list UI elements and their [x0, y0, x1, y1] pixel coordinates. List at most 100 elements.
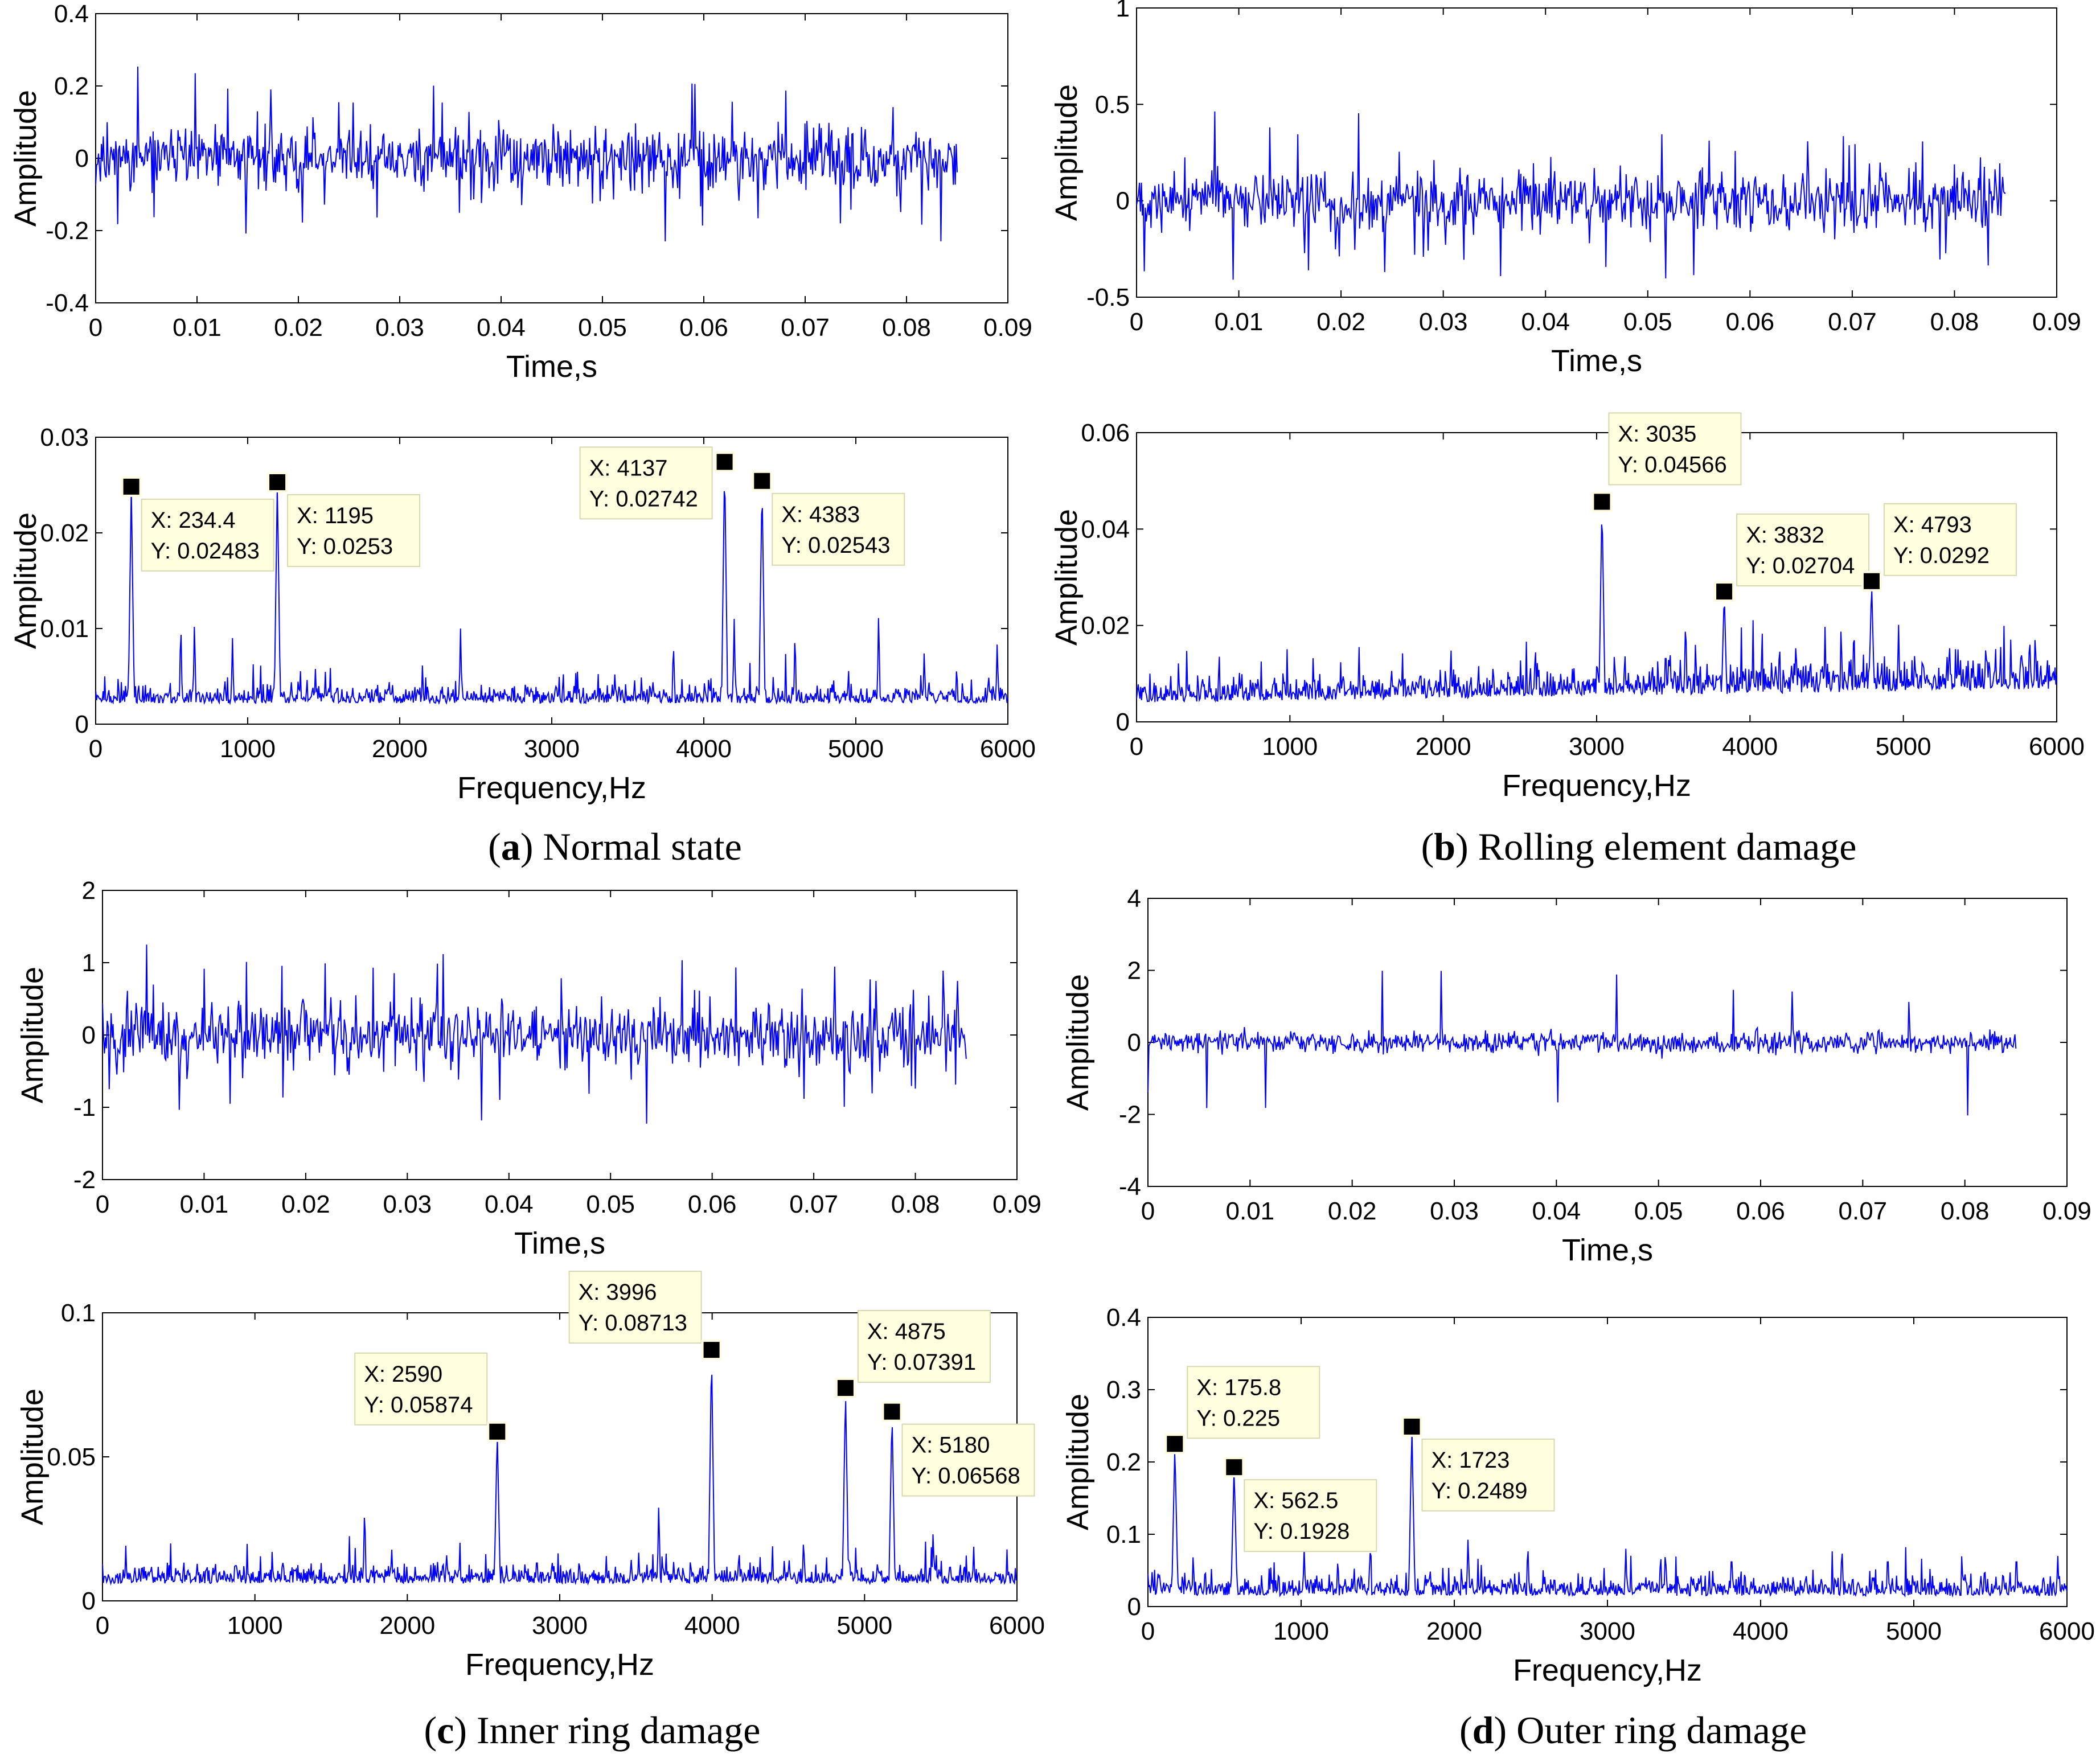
b-freq-xtick-label: 1000	[1262, 733, 1318, 761]
c-freq-datatip[interactable]: X: 3996 Y: 0.08713	[568, 1271, 722, 1361]
caption-text: Rolling element damage	[1478, 825, 1857, 868]
d-time-signal-trace	[1147, 971, 2017, 1116]
datatip-marker[interactable]	[1224, 1457, 1245, 1478]
datatip-marker[interactable]	[752, 470, 773, 491]
b-time-ytick-label: -0.5	[1086, 284, 1130, 311]
a-freq-datatip[interactable]: X: 4383 Y: 0.02543	[752, 470, 905, 566]
datatip-x: X: 175.8	[1196, 1375, 1281, 1400]
b-time-ytick-label: 1	[1116, 0, 1130, 22]
d-time-ytick-label: -2	[1119, 1101, 1141, 1129]
b-time-xtick-label: 0	[1130, 308, 1143, 336]
a-freq-ylabel: Amplitude	[9, 512, 43, 649]
b-freq-spectrum-trace	[1136, 524, 2057, 703]
datatip-box	[857, 1310, 991, 1383]
a-freq-datatip[interactable]: X: 234.4 Y: 0.02483	[121, 476, 274, 572]
caption-letter: c	[437, 1708, 454, 1752]
d-time-ylabel: Amplitude	[1061, 974, 1095, 1111]
c-freq-xlabel: Frequency,Hz	[465, 1648, 654, 1682]
b-freq-ytick-label: 0.02	[1081, 612, 1130, 640]
b-freq-xtick-label: 2000	[1416, 733, 1471, 761]
datatip-marker[interactable]	[881, 1401, 903, 1422]
datatip-y: Y: 0.2489	[1431, 1478, 1527, 1504]
datatip-y: Y: 0.02483	[151, 539, 260, 564]
d-time-xtick-label: 0	[1141, 1197, 1155, 1225]
datatip-marker[interactable]	[1401, 1416, 1422, 1437]
c-freq-datatip[interactable]: X: 5180 Y: 0.06568	[881, 1401, 1035, 1497]
datatip-box	[1421, 1438, 1555, 1511]
datatip-box	[1883, 503, 2017, 576]
panel-d: 0 0.01 0.02 0.03 0.04 0.05 0.06 0.07 0.08 0.09 -4 -…	[1061, 885, 2095, 1752]
b-freq-datatip[interactable]: X: 3035 Y: 0.04566	[1592, 412, 1742, 512]
d-freq-ytick-label: 0.3	[1106, 1376, 1141, 1404]
d-time-ytick-label: 0	[1127, 1029, 1141, 1057]
b-freq-datatip[interactable]: X: 4793 Y: 0.0292	[1861, 503, 2017, 592]
datatip-y: Y: 0.0253	[297, 534, 393, 559]
b-freq-ylabel: Amplitude	[1049, 509, 1084, 646]
b-freq-datatip[interactable]: X: 3832 Y: 0.02704	[1714, 514, 1870, 602]
d-time-xtick-label: 0.07	[1839, 1197, 1888, 1225]
c-time-ytick-label: -1	[73, 1094, 96, 1122]
c-freq-datatip[interactable]: X: 4875 Y: 0.07391	[835, 1310, 991, 1399]
b-time-xtick-label: 0.02	[1316, 308, 1365, 336]
datatip-marker[interactable]	[121, 476, 142, 497]
a-freq-spectrum-trace	[95, 487, 1008, 705]
datatip-x: X: 562.5	[1253, 1488, 1338, 1513]
datatip-marker[interactable]	[1164, 1433, 1186, 1455]
c-time-axes-frame	[102, 890, 1018, 1180]
c-freq-xtick-label: 6000	[989, 1612, 1045, 1640]
d-freq-datatip[interactable]: X: 562.5 Y: 0.1928	[1224, 1457, 1377, 1552]
d-freq-datatip[interactable]: X: 1723 Y: 0.2489	[1401, 1416, 1555, 1511]
time-domain-plot-b: 0 0.01 0.02 0.03 0.04 0.05 0.06 0.07 0.08 0.09 -0.…	[1049, 0, 2081, 378]
c-freq-ytick-label: 0.1	[61, 1299, 96, 1327]
datatip-x: X: 5180	[912, 1433, 990, 1458]
caption-paren: )	[1494, 1708, 1517, 1752]
d-time-xtick-label: 0.04	[1532, 1197, 1581, 1225]
caption-letter: a	[501, 825, 520, 868]
d-freq-xtick-label: 2000	[1426, 1617, 1482, 1645]
caption-paren: )	[1455, 825, 1478, 868]
c-time-ytick-label: 0	[82, 1021, 96, 1049]
caption-paren: (	[488, 825, 501, 868]
datatip-marker[interactable]	[267, 471, 288, 492]
datatip-x: X: 4875	[867, 1319, 946, 1344]
datatip-marker[interactable]	[714, 451, 735, 473]
a-time-xtick-label: 0	[89, 314, 102, 342]
time-domain-plot-a: 0 0.01 0.02 0.03 0.04 0.05 0.06 0.07 0.08 0.09 -0.…	[9, 0, 1032, 384]
caption-text: Normal state	[543, 825, 741, 868]
frequency-spectrum-plot-b: 0 1000 2000 3000 4000 5000 6000 0 0.02 0.04 0.06 Fr…	[1049, 412, 2085, 803]
datatip-box	[1608, 412, 1742, 486]
a-time-xlabel: Time,s	[506, 350, 597, 384]
c-time-xtick-label: 0.07	[789, 1190, 838, 1218]
b-freq-xtick-label: 5000	[1876, 733, 1931, 761]
d-freq-datatip[interactable]: X: 175.8 Y: 0.225	[1164, 1366, 1320, 1455]
a-freq-axes-frame	[95, 437, 1008, 725]
datatip-marker[interactable]	[1861, 570, 1882, 592]
datatip-marker[interactable]	[835, 1378, 856, 1399]
a-time-xtick-label: 0.04	[477, 314, 526, 342]
b-time-xtick-label: 0.06	[1726, 308, 1775, 336]
time-domain-plot-c: 0 0.01 0.02 0.03 0.04 0.05 0.06 0.07 0.08 0.09 -2 -…	[15, 877, 1041, 1260]
d-time-xtick-label: 0.06	[1736, 1197, 1785, 1225]
a-freq-datatip[interactable]: X: 4137 Y: 0.02742	[579, 446, 735, 520]
a-time-ytick-label: -0.2	[46, 217, 89, 245]
d-time-xtick-label: 0.02	[1328, 1197, 1377, 1225]
c-freq-datatip[interactable]: X: 2590 Y: 0.05874	[354, 1352, 508, 1442]
datatip-box	[1244, 1479, 1377, 1552]
datatip-marker[interactable]	[1714, 581, 1735, 602]
d-freq-xlabel: Frequency,Hz	[1513, 1653, 1702, 1687]
c-time-xtick-label: 0.03	[383, 1190, 432, 1218]
c-freq-xtick-label: 5000	[836, 1612, 892, 1640]
caption-text: Outer ring damage	[1516, 1708, 1807, 1752]
caption-paren: (	[424, 1708, 437, 1752]
datatip-box	[287, 494, 421, 567]
b-freq-xtick-label: 0	[1130, 733, 1143, 761]
a-freq-datatip[interactable]: X: 1195 Y: 0.0253	[267, 471, 421, 567]
datatip-marker[interactable]	[701, 1340, 722, 1361]
datatip-marker[interactable]	[1592, 491, 1613, 512]
d-time-xtick-label: 0.05	[1634, 1197, 1683, 1225]
datatip-x: X: 4793	[1893, 512, 1972, 537]
d-freq-spectrum-trace	[1147, 1431, 2068, 1598]
datatip-marker[interactable]	[487, 1421, 508, 1442]
datatip-y: Y: 0.05874	[364, 1393, 473, 1418]
a-freq-xtick-label: 0	[89, 735, 102, 763]
